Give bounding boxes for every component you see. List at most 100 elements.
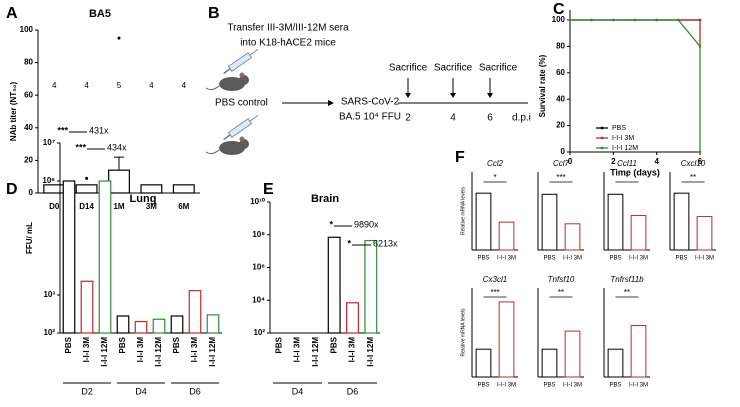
x-tick-label: PBS (477, 256, 489, 262)
significance: *** (490, 288, 499, 297)
y-tick-label: 10⁴ (252, 295, 265, 304)
y-tick-label: 100 (552, 15, 566, 24)
bar (673, 192, 690, 251)
bar (140, 184, 163, 194)
legend-label: I-I-I 3M (612, 135, 634, 142)
diagram-text: 4 (450, 113, 456, 124)
chart-title: Ccl11 (617, 159, 637, 168)
x-tick-label: 1M (113, 202, 124, 211)
bar (498, 301, 515, 378)
bar (607, 348, 624, 378)
x-tick-label: I-I-I 12M (311, 337, 320, 367)
x-tick-label: I-I-I 3M (629, 383, 648, 389)
schematic: B Transfer III-3M/III-12M sera into K18-… (205, 5, 531, 155)
group-label: D2 (81, 386, 93, 396)
legend-marker (600, 136, 604, 140)
x-tick-label: I-I-I 3M (695, 256, 714, 262)
bar (607, 193, 624, 251)
x-tick-label: I-I-I 3M (497, 256, 516, 262)
bar (364, 239, 378, 334)
x-tick-label: PBS (609, 383, 621, 389)
x-tick-label: PBS (675, 256, 687, 262)
chart-title: Brain (311, 193, 339, 205)
fold-change: 9890x (354, 219, 379, 229)
bar (475, 192, 492, 251)
group-label: D6 (189, 386, 201, 396)
y-tick-label: 10¹⁰ (250, 197, 266, 206)
bar (696, 216, 713, 251)
series-marker (677, 18, 680, 22)
chart-title: Cxcl10 (681, 159, 706, 168)
diagram-text: into K18-hACE2 mice (240, 38, 336, 49)
group-label: D4 (292, 386, 304, 396)
data-point (85, 176, 89, 180)
n-label: 4 (84, 81, 89, 90)
significance: ** (624, 288, 630, 297)
diagram-text: Transfer III-3M/III-12M sera (227, 23, 349, 34)
y-tick-label: 10² (253, 328, 265, 337)
legend-marker (600, 126, 604, 130)
series-marker (698, 18, 702, 22)
chart-title: Tnfsf10 (548, 275, 575, 284)
n-label: 5 (117, 81, 122, 90)
bar (630, 325, 647, 378)
y-axis-label: Relative mRNA levels (460, 186, 466, 235)
x-tick-label: I-I-I 12M (366, 337, 375, 367)
x-tick-label: 3M (146, 202, 157, 211)
y-tick-label: 60 (24, 90, 33, 99)
series-line (570, 19, 701, 152)
significance: * (329, 219, 333, 229)
sacrifice-arrow-heads (405, 93, 493, 98)
data-point (117, 36, 121, 40)
x-tick-label: PBS (609, 256, 621, 262)
bar (206, 314, 220, 334)
bar (475, 348, 492, 378)
y-tick-label: 80 (24, 58, 33, 67)
x-tick-label: PBS (543, 256, 555, 262)
x-tick-label: D0 (49, 202, 60, 211)
group-label: D4 (135, 386, 147, 396)
y-tick-label: 20 (556, 121, 565, 130)
y-tick-label: 0 (29, 188, 34, 197)
significance: * (493, 173, 496, 182)
n-label: 4 (182, 81, 187, 90)
bar (62, 180, 76, 334)
significance: *** (75, 142, 86, 152)
y-tick-label: 40 (24, 123, 33, 132)
significance: ** (690, 173, 696, 182)
x-tick-label: 0 (568, 157, 573, 166)
panel-letter: C (553, 1, 565, 18)
significance: * (347, 238, 351, 248)
bar (541, 193, 558, 251)
bar (43, 184, 66, 194)
bar (541, 348, 558, 378)
bar (80, 280, 94, 334)
x-tick-label: I-I-I 3M (136, 337, 145, 363)
x-tick-label: PBS (477, 383, 489, 389)
diagram-text: Sacrifice (434, 63, 473, 74)
series-marker (568, 18, 572, 22)
y-tick-label: 10⁶ (252, 263, 265, 272)
series-marker (612, 18, 615, 22)
x-tick-label: 2 (611, 157, 616, 166)
diagram-text: Sacrifice (479, 63, 518, 74)
x-tick-label: PBS (172, 336, 181, 353)
significance: *** (556, 173, 565, 182)
fold-change: 6213x (373, 238, 398, 248)
mouse-icon (205, 136, 249, 155)
n-label: 4 (52, 81, 57, 90)
series-marker (698, 45, 702, 48)
x-tick-label: I-I-I 12M (154, 337, 163, 367)
chart-title: Tnfrsf11b (610, 275, 644, 284)
y-tick-label: 10² (43, 328, 55, 337)
series-line (570, 19, 701, 47)
panel-letter: A (6, 5, 18, 22)
panel-letter: D (6, 181, 18, 198)
bar (188, 290, 202, 334)
fold-change: 434x (107, 142, 127, 152)
bar (116, 315, 130, 334)
series-marker (633, 18, 637, 22)
y-tick-label: 20 (24, 156, 33, 165)
legend-label: I-I-I 12M (612, 145, 638, 152)
